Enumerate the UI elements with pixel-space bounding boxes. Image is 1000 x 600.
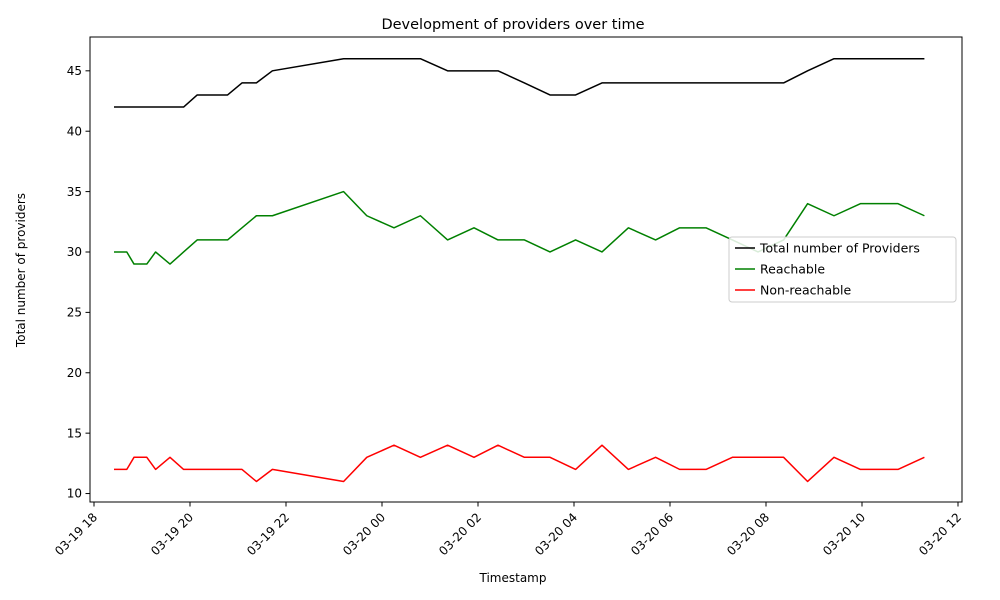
y-tick-label: 25 [67, 306, 82, 320]
series-line-non-reachable [114, 444, 925, 483]
plot-frame [89, 36, 963, 503]
y-tick-label: 40 [67, 124, 82, 138]
x-tick-label: 03-19 20 [148, 510, 196, 558]
x-axis: 03-19 18 03-19 20 03-19 22 03-20 00 03-20 02… [52, 502, 964, 558]
legend-label: Reachable [760, 262, 825, 277]
y-tick-label: 15 [67, 426, 82, 440]
y-axis-title: Total number of providers [14, 193, 28, 348]
legend-label: Total number of Providers [759, 241, 920, 256]
x-tick-label: 03-19 22 [244, 510, 292, 558]
x-tick-label: 03-20 06 [628, 510, 676, 558]
chart-title: Development of providers over time [381, 17, 644, 33]
x-tick-label: 03-20 04 [532, 510, 580, 558]
x-tick-label: 03-19 18 [52, 510, 100, 558]
legend-label: Non-reachable [760, 283, 852, 298]
x-axis-title: Timestamp [479, 571, 547, 585]
x-tick-label: 03-20 08 [724, 510, 772, 558]
y-tick-label: 20 [67, 366, 82, 380]
y-tick-label: 30 [67, 245, 82, 259]
series-line-total-number-of-providers [114, 57, 925, 108]
y-tick-label: 10 [67, 487, 82, 501]
x-tick-label: 03-20 02 [436, 510, 484, 558]
legend: Total number of Providers Reachable Non-re… [728, 236, 957, 303]
y-axis: 10 15 20 25 30 35 40 45 [67, 64, 90, 501]
y-tick-label: 35 [67, 185, 82, 199]
x-tick-label: 03-20 10 [820, 510, 868, 558]
x-tick-label: 03-20 00 [340, 510, 388, 558]
x-tick-label: 03-20 12 [916, 510, 964, 558]
legend-box [728, 236, 957, 303]
y-tick-label: 45 [67, 64, 82, 78]
